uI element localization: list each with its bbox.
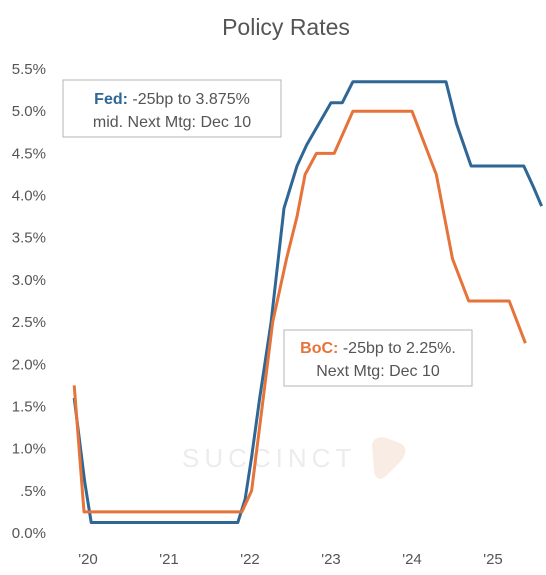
boc-annotation-box — [283, 329, 473, 387]
y-tick-label: .5% — [20, 483, 46, 500]
fed-annotation-line1: -25bp to 3.875% — [128, 91, 250, 108]
svg-text:Fed: -25bp to 3.875%: Fed: -25bp to 3.875% — [94, 91, 250, 108]
x-tick-label: '24 — [402, 551, 422, 568]
series-line-fed — [72, 80, 543, 524]
y-tick-label: 4.5% — [12, 145, 46, 162]
x-axis: '20 '21 '22 '23 '24 '25 — [78, 551, 503, 568]
y-tick-label: 1.0% — [12, 441, 46, 458]
watermark-text: SUCCINCT — [182, 443, 356, 473]
plot-area — [72, 80, 543, 524]
y-tick-label: 2.0% — [12, 356, 46, 373]
y-axis: 0.0% .5% 1.0% 1.5% 2.0% 2.5% 3.0% 3.5% 4.0% 4.5% 5… — [12, 61, 46, 542]
boc-annotation-line1: -25bp to 2.25%. — [338, 340, 455, 357]
y-tick-label: 1.5% — [12, 398, 46, 415]
x-tick-label: '20 — [78, 551, 98, 568]
x-tick-label: '21 — [159, 551, 179, 568]
chart-title: Policy Rates — [222, 14, 350, 40]
y-tick-label: 5.0% — [12, 103, 46, 120]
x-tick-label: '25 — [483, 551, 503, 568]
y-tick-label: 5.5% — [12, 61, 46, 78]
watermark-logo-icon — [372, 437, 406, 479]
series-line-boc — [72, 109, 527, 514]
boc-annotation: BoC: -25bp to 2.25%. Next Mtg: Dec 10 — [283, 329, 473, 387]
fed-annotation: Fed: -25bp to 3.875% mid. Next Mtg: Dec … — [62, 79, 282, 138]
succinct-watermark: SUCCINCT — [182, 437, 406, 479]
boc-annotation-label: BoC: — [300, 340, 338, 357]
svg-text:BoC: -25bp to 2.25%.: BoC: -25bp to 2.25%. — [300, 340, 456, 357]
y-tick-label: 3.5% — [12, 230, 46, 247]
fed-annotation-box — [62, 79, 282, 138]
y-tick-label: 2.5% — [12, 314, 46, 331]
y-tick-label: 3.0% — [12, 272, 46, 289]
x-tick-label: '22 — [240, 551, 260, 568]
fed-annotation-line2: mid. Next Mtg: Dec 10 — [93, 114, 251, 131]
y-tick-label: 0.0% — [12, 525, 46, 542]
y-tick-label: 4.0% — [12, 188, 46, 205]
fed-annotation-label: Fed: — [94, 91, 128, 108]
x-tick-label: '23 — [321, 551, 341, 568]
boc-annotation-line2: Next Mtg: Dec 10 — [316, 363, 440, 380]
